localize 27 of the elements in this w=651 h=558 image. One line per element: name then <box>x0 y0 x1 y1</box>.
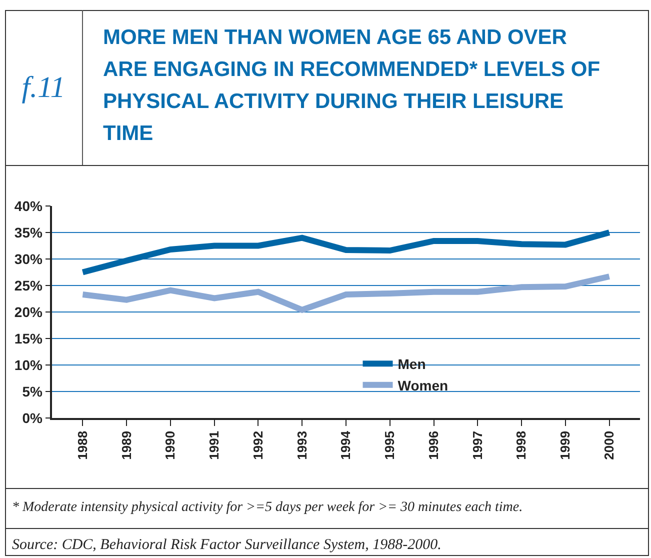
y-tick-label: 25% <box>14 277 43 294</box>
x-tick-label: 1998 <box>514 430 529 460</box>
x-tick-label: 1988 <box>74 430 90 460</box>
y-tick-label: 30% <box>14 250 43 267</box>
x-tick-label: 1997 <box>470 430 485 460</box>
y-tick-label: 5% <box>22 383 43 400</box>
text: f.11 <box>5 10 83 165</box>
y-tick-label: 20% <box>14 304 43 320</box>
text: * Moderate intensity physical activity for >=5 days per week for >= 30 minutes each time. <box>12 500 523 516</box>
y-tick-label: 35% <box>14 224 43 240</box>
x-tick-label: 1995 <box>382 430 398 460</box>
y-tick-label: 10% <box>14 356 43 373</box>
x-tick-label: 1994 <box>338 430 354 460</box>
y-tick-label: 0% <box>22 410 43 426</box>
y-tick-label: 15% <box>14 330 43 346</box>
x-tick-label: 1989 <box>118 430 134 460</box>
chart-title: MORE MEN THAN WOMEN AGE 65 AND OVER ARE ENGAGING IN RECOMMENDED* LEVELS OF PHYSICAL ACTIVITY DURING THEIR LEISURE TIME <box>103 25 602 147</box>
source-note: Source: CDC, Behavioral Risk Factor Surveillance System, 1988-2000. <box>12 537 442 554</box>
y-tick-label: 40% <box>14 198 43 214</box>
x-tick-label: 1991 <box>206 430 222 460</box>
x-tick-label: 1992 <box>250 430 266 460</box>
legend-label: Women <box>398 377 448 394</box>
x-tick-label: 1996 <box>426 430 441 460</box>
x-tick-label: 1993 <box>294 430 310 460</box>
x-tick-label: 2000 <box>602 430 617 460</box>
x-tick-label: 1990 <box>162 430 178 460</box>
x-tick-label: 1999 <box>558 430 573 460</box>
